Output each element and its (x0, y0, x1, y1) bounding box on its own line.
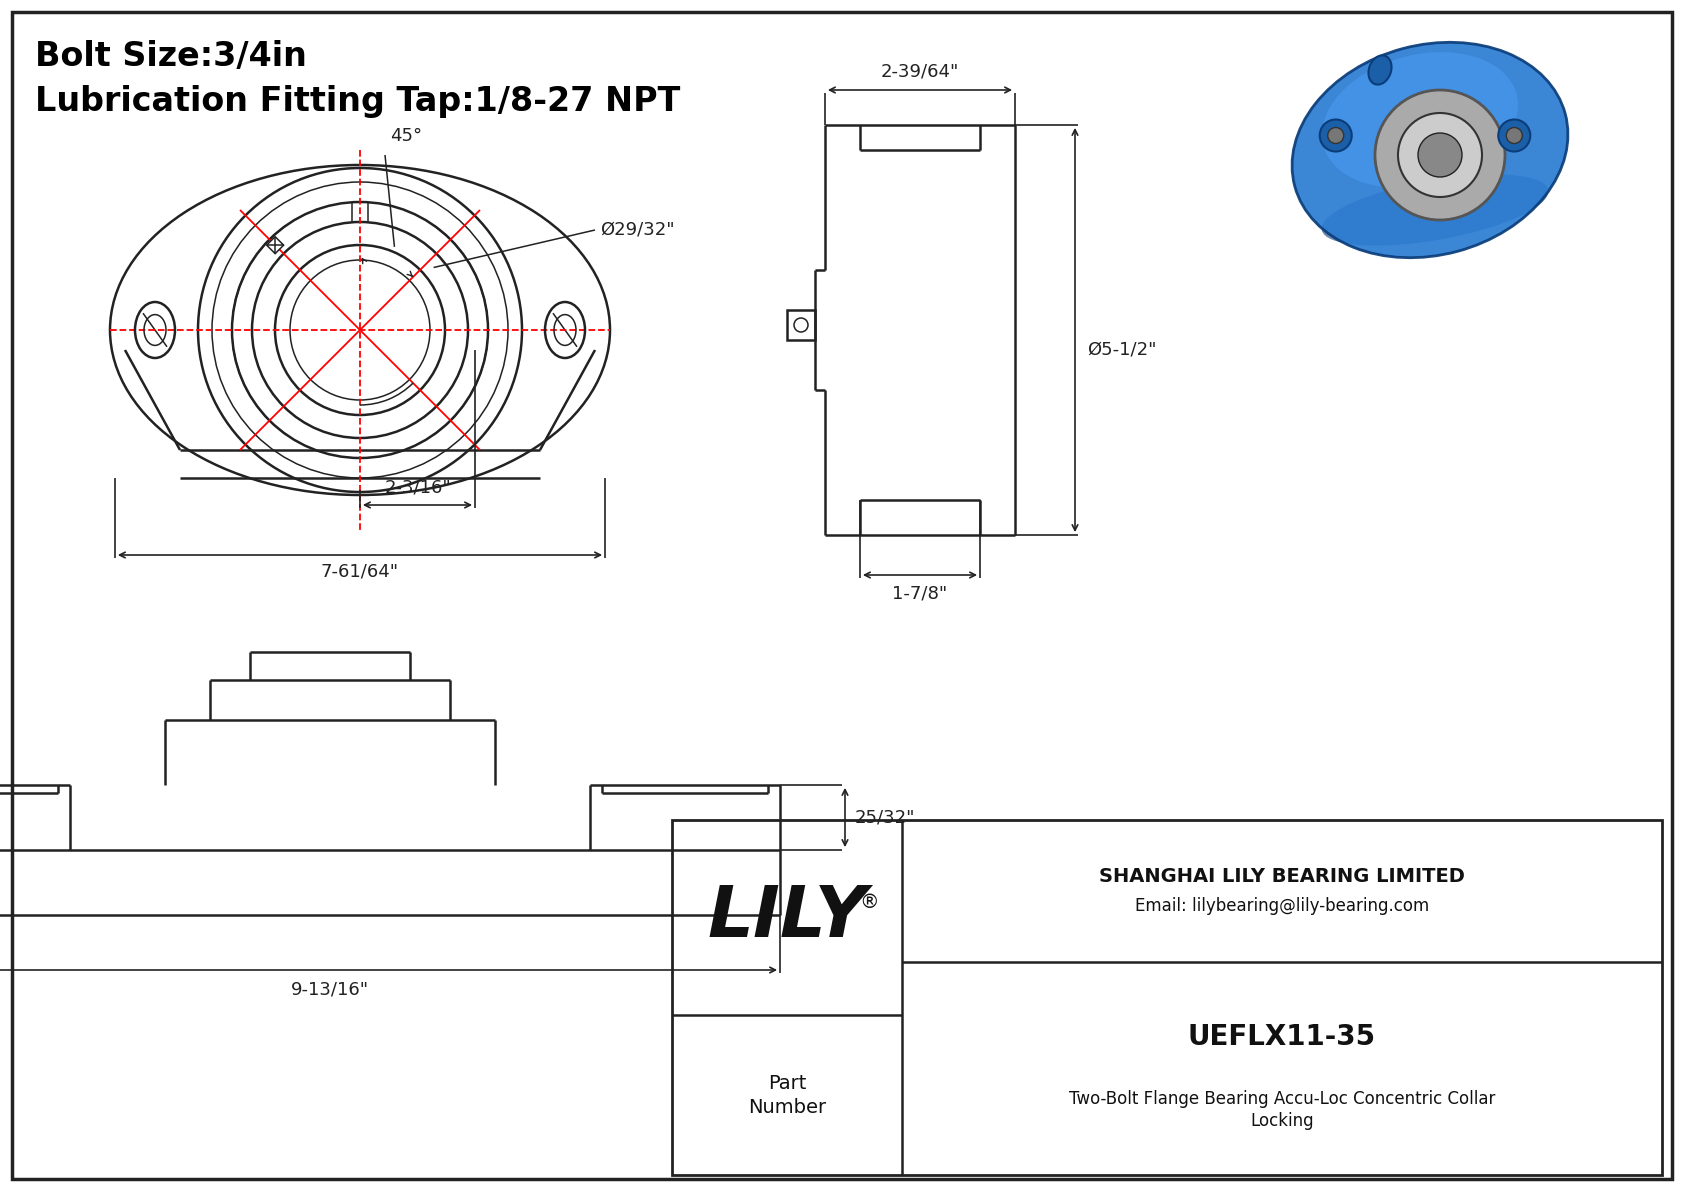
Text: UEFLX11-35: UEFLX11-35 (1187, 1023, 1376, 1050)
Text: 45°: 45° (391, 127, 423, 145)
Circle shape (1499, 119, 1531, 151)
Text: 2-39/64": 2-39/64" (881, 62, 960, 80)
Circle shape (1505, 127, 1522, 143)
Text: Two-Bolt Flange Bearing Accu-Loc Concentric Collar: Two-Bolt Flange Bearing Accu-Loc Concent… (1069, 1090, 1495, 1108)
Text: 1-7/8": 1-7/8" (893, 585, 948, 603)
Text: SHANGHAI LILY BEARING LIMITED: SHANGHAI LILY BEARING LIMITED (1100, 867, 1465, 885)
Circle shape (1418, 133, 1462, 177)
Ellipse shape (1322, 52, 1517, 188)
Text: Part: Part (768, 1073, 807, 1092)
Ellipse shape (1292, 43, 1568, 257)
Text: Lubrication Fitting Tap:1/8-27 NPT: Lubrication Fitting Tap:1/8-27 NPT (35, 85, 680, 118)
Circle shape (1327, 127, 1344, 143)
Text: Ø5-1/2": Ø5-1/2" (1086, 341, 1157, 358)
Text: Locking: Locking (1250, 1112, 1314, 1130)
Text: 2-3/16": 2-3/16" (384, 479, 451, 497)
Text: 7-61/64": 7-61/64" (322, 563, 399, 581)
Text: LILY: LILY (707, 883, 867, 952)
Text: Bolt Size:3/4in: Bolt Size:3/4in (35, 40, 306, 73)
Text: Ø29/32": Ø29/32" (600, 222, 675, 239)
Text: Email: lilybearing@lily-bearing.com: Email: lilybearing@lily-bearing.com (1135, 897, 1430, 915)
Text: 25/32": 25/32" (855, 809, 916, 827)
Text: Number: Number (748, 1098, 827, 1117)
Bar (672, 819, 1662, 1176)
Text: ®: ® (859, 892, 879, 911)
Circle shape (1376, 91, 1505, 220)
Bar (786, 310, 815, 339)
Circle shape (1398, 113, 1482, 197)
Text: 9-13/16": 9-13/16" (291, 980, 369, 998)
Ellipse shape (1322, 174, 1548, 245)
Ellipse shape (1369, 56, 1391, 85)
Circle shape (1320, 119, 1352, 151)
Polygon shape (266, 237, 283, 254)
